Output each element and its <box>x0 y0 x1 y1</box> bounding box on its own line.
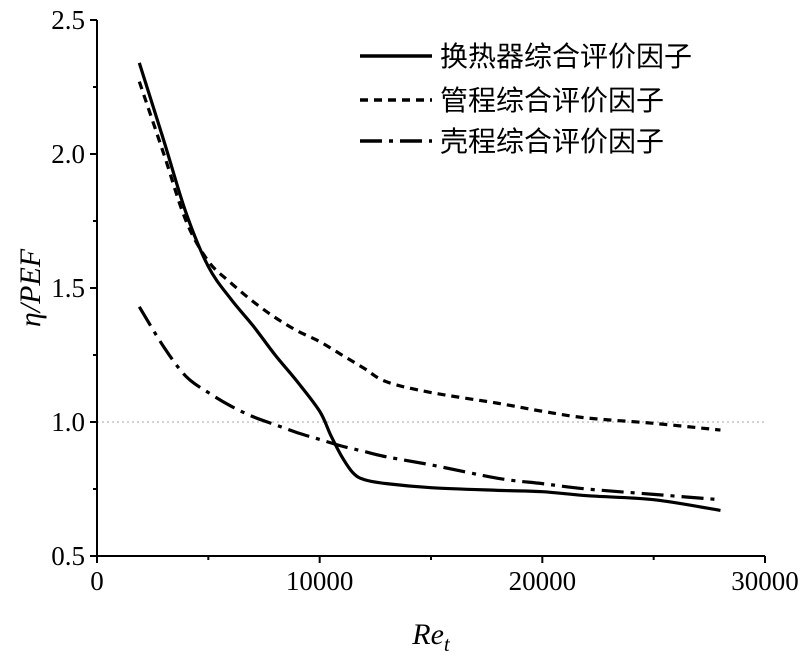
series-line-dashed <box>137 81 721 432</box>
y-tick-label: 2.0 <box>51 139 85 169</box>
legend: 换热器综合评价因子 管程综合评价因子 壳程综合评价因子 <box>360 40 692 158</box>
series-line-solid <box>137 62 721 513</box>
ticks-layer: 0 10000 20000 30000 0.5 1.0 1.5 2.0 2.5 <box>51 5 799 596</box>
y-axis-label: η/PEF <box>14 248 47 327</box>
x-axis-label: Ret <box>411 618 451 656</box>
x-axis-label-main: Re <box>411 618 444 651</box>
x-tick-label: 30000 <box>731 566 799 596</box>
x-tick-label: 20000 <box>509 566 577 596</box>
legend-label-shell-side: 壳程综合评价因子 <box>440 125 664 158</box>
series-line-dashdot <box>137 305 721 502</box>
y-axis-label-rest: /PEF <box>14 248 47 314</box>
x-tick-label: 0 <box>90 566 104 596</box>
y-tick-label: 1.0 <box>51 407 85 437</box>
y-axis-label-greek: η <box>14 312 47 327</box>
y-tick-label: 2.5 <box>51 5 85 35</box>
legend-label-heat-exchanger: 换热器综合评价因子 <box>440 40 692 73</box>
y-tick-label: 1.5 <box>51 273 85 303</box>
y-tick-label: 0.5 <box>51 541 85 571</box>
series-layer <box>137 62 721 513</box>
legend-label-tube-side: 管程综合评价因子 <box>440 84 664 117</box>
legend-item-shell-side: 壳程综合评价因子 <box>360 125 664 158</box>
legend-item-heat-exchanger: 换热器综合评价因子 <box>360 40 692 73</box>
x-axis-label-subscript: t <box>444 632 451 656</box>
x-tick-label: 10000 <box>286 566 354 596</box>
legend-item-tube-side: 管程综合评价因子 <box>360 84 664 117</box>
